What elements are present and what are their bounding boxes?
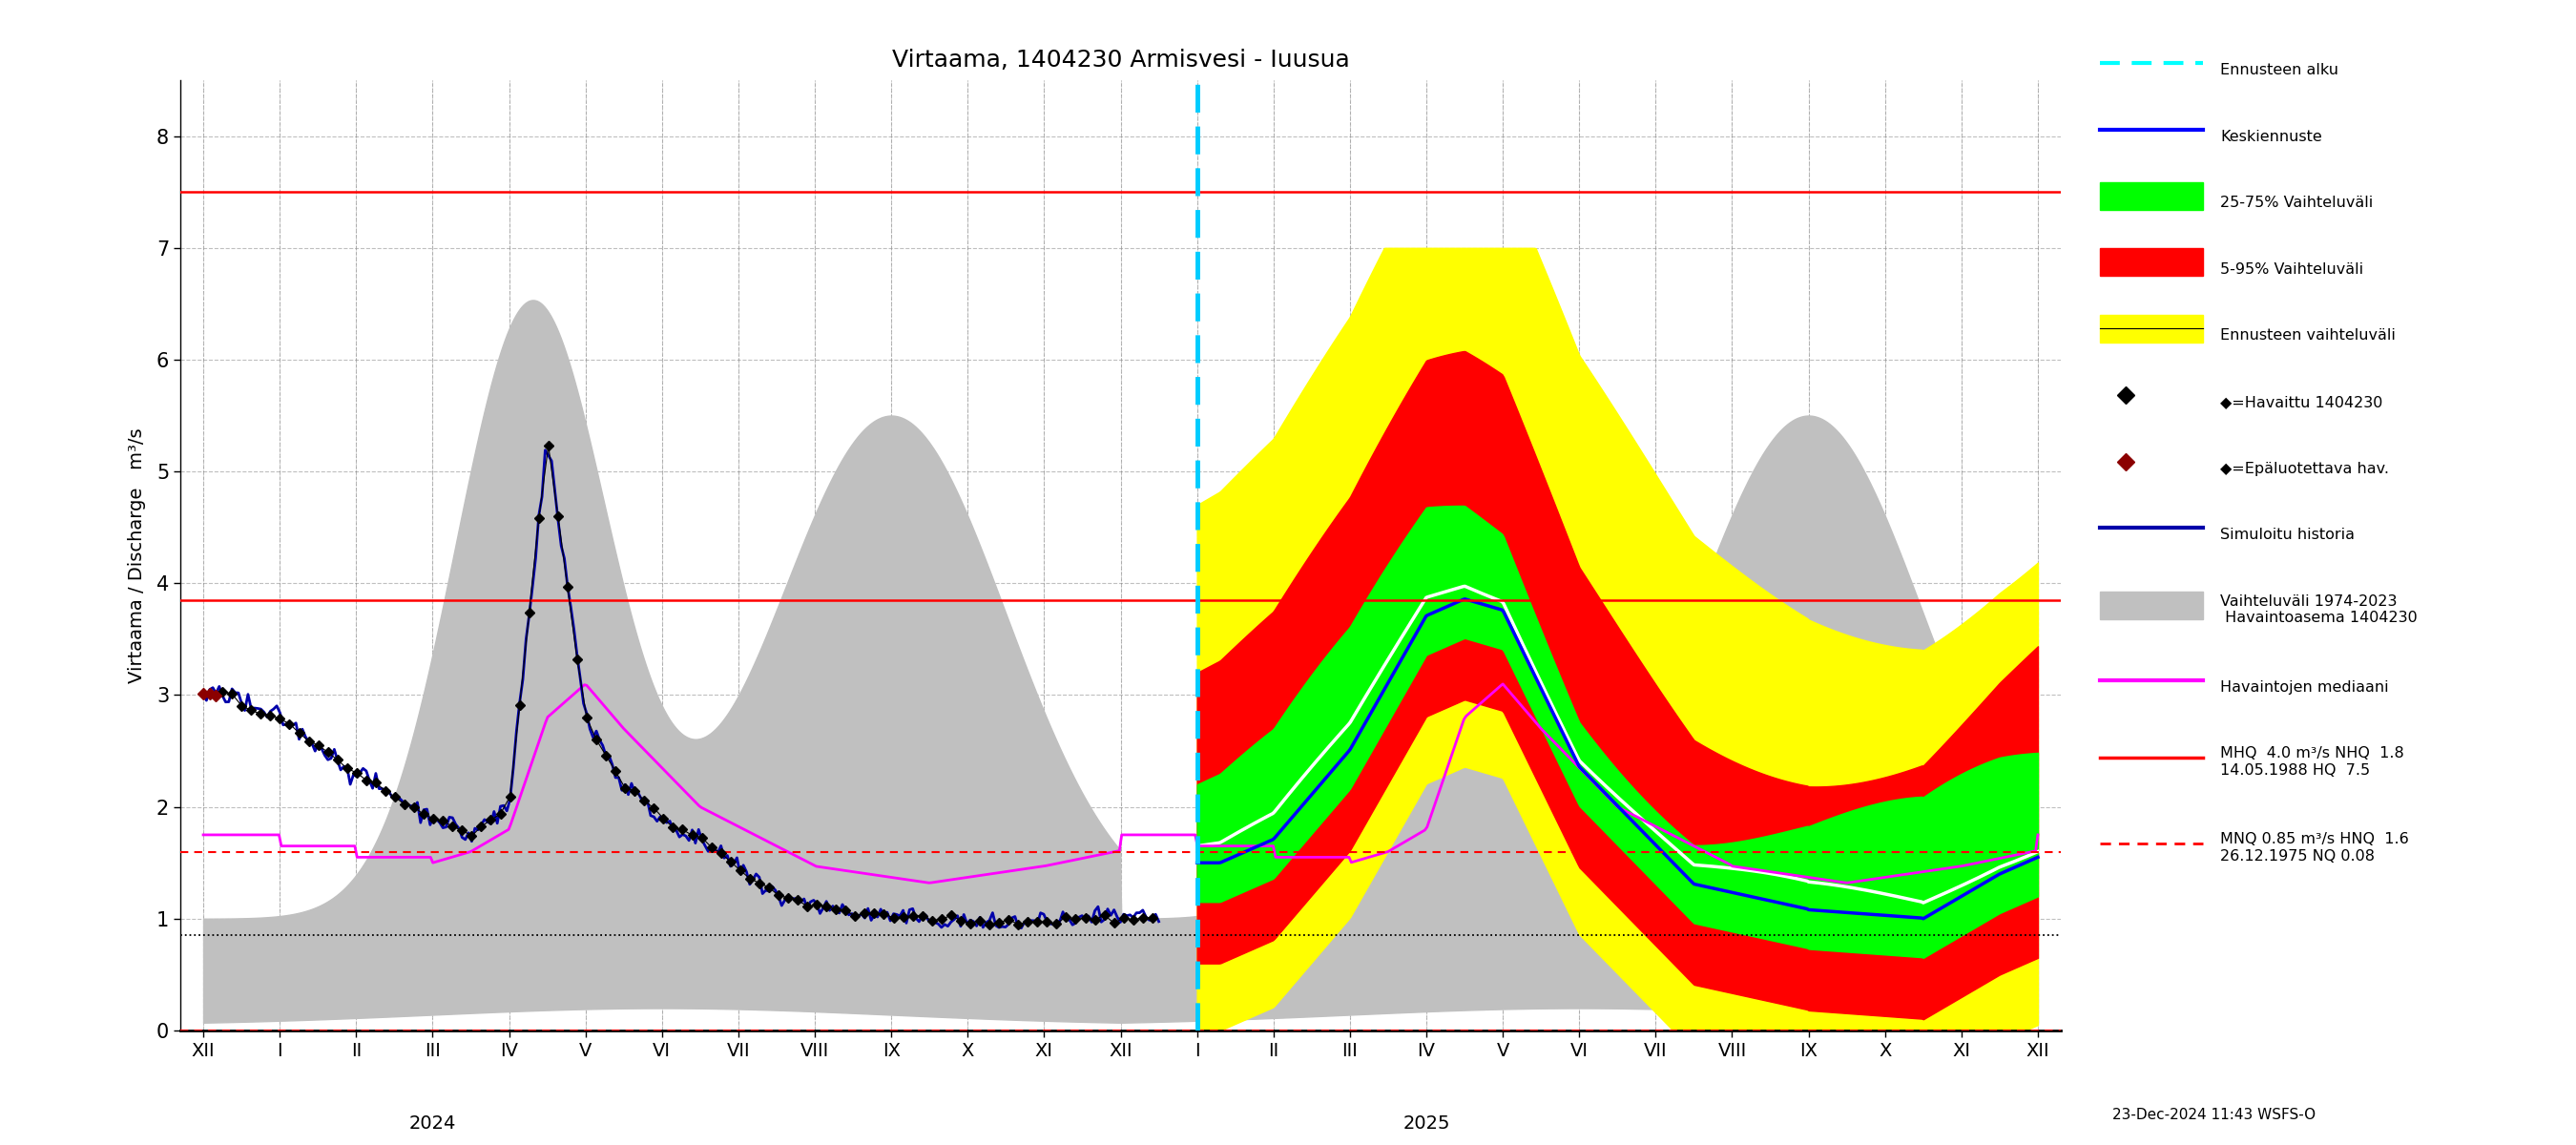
Text: Ennusteen alku: Ennusteen alku: [2221, 63, 2339, 77]
Text: 5-95% Vaihteluväli: 5-95% Vaihteluväli: [2221, 262, 2365, 277]
Title: Virtaama, 1404230 Armisvesi - Iuusua: Virtaama, 1404230 Armisvesi - Iuusua: [891, 49, 1350, 72]
Text: Vaihteluväli 1974-2023
 Havaintoasema 1404230: Vaihteluväli 1974-2023 Havaintoasema 140…: [2221, 594, 2419, 625]
Text: Simuloitu historia: Simuloitu historia: [2221, 528, 2354, 543]
Text: 2024: 2024: [410, 1114, 456, 1132]
Text: 2025: 2025: [1404, 1114, 1450, 1132]
Text: ◆=Havaittu 1404230: ◆=Havaittu 1404230: [2221, 395, 2383, 410]
Text: Ennusteen vaihteluväli: Ennusteen vaihteluväli: [2221, 329, 2396, 344]
Text: 23-Dec-2024 11:43 WSFS-O: 23-Dec-2024 11:43 WSFS-O: [2112, 1108, 2316, 1122]
Y-axis label: Virtaama / Discharge   m³/s: Virtaama / Discharge m³/s: [129, 427, 147, 684]
Text: 25-75% Vaihteluväli: 25-75% Vaihteluväli: [2221, 196, 2372, 211]
Text: MHQ  4.0 m³/s NHQ  1.8
14.05.1988 HQ  7.5: MHQ 4.0 m³/s NHQ 1.8 14.05.1988 HQ 7.5: [2221, 747, 2403, 777]
Text: Keskiennuste: Keskiennuste: [2221, 129, 2324, 144]
Text: MNQ 0.85 m³/s HNQ  1.6
26.12.1975 NQ 0.08: MNQ 0.85 m³/s HNQ 1.6 26.12.1975 NQ 0.08: [2221, 832, 2409, 863]
Text: ◆=Epäluotettava hav.: ◆=Epäluotettava hav.: [2221, 461, 2391, 476]
Text: Havaintojen mediaani: Havaintojen mediaani: [2221, 680, 2388, 695]
